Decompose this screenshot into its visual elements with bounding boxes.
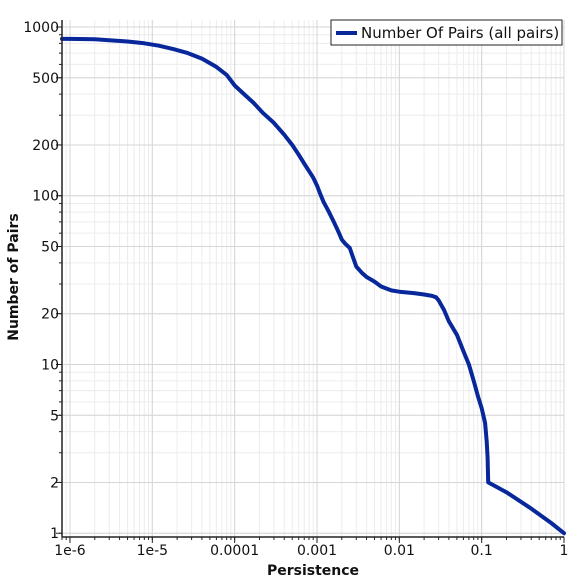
legend-label: Number Of Pairs (all pairs) <box>361 24 559 42</box>
y-axis-title: Number of Pairs <box>6 213 22 341</box>
legend: Number Of Pairs (all pairs) <box>330 19 563 46</box>
y-tick-label: 500 <box>32 71 59 87</box>
x-tick-label: 1 <box>560 543 569 559</box>
x-tick-label: 0.1 <box>471 543 493 559</box>
y-tick-label: 20 <box>41 307 59 323</box>
x-tick-label: 0.0001 <box>210 543 259 559</box>
y-axis: 1 2 5 10 20 50 100 200 500 1000 <box>23 20 63 542</box>
series-line <box>60 36 566 536</box>
y-tick-label: 2 <box>50 475 59 491</box>
y-tick-label: 10 <box>41 357 59 373</box>
x-tick-label: 0.01 <box>384 543 415 559</box>
x-tick-label: 1e-6 <box>54 543 86 559</box>
major-gridlines <box>62 20 565 537</box>
series-group <box>60 36 566 536</box>
y-tick-label: 50 <box>41 240 59 256</box>
y-tick-label: 1000 <box>23 20 59 36</box>
x-axis: 1e-6 1e-5 0.0001 0.001 0.01 0.1 1 <box>54 536 569 559</box>
y-tick-label: 200 <box>32 138 59 154</box>
y-tick-label: 1 <box>50 526 59 542</box>
y-tick-label: 100 <box>32 189 59 205</box>
x-tick-label: 1e-5 <box>137 543 168 559</box>
legend-box <box>330 19 563 46</box>
y-tick-label: 5 <box>50 408 59 424</box>
x-axis-title: Persistence <box>267 563 359 579</box>
x-tick-label: 0.001 <box>297 543 337 559</box>
